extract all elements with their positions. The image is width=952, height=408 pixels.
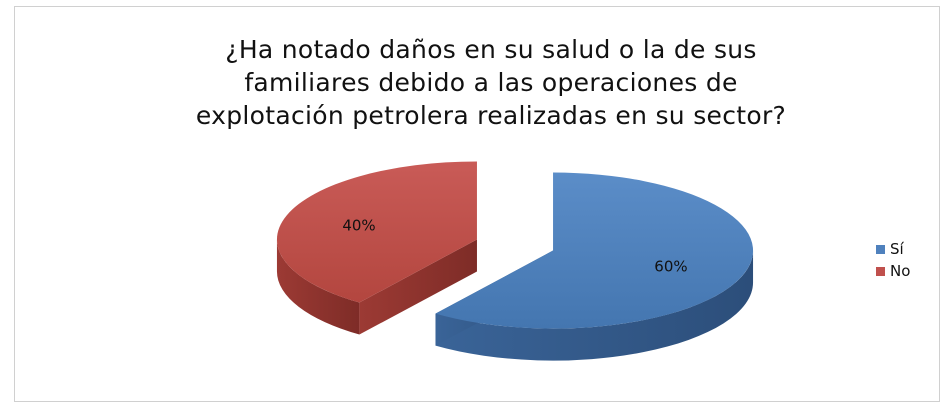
legend-item-no: No <box>876 260 910 282</box>
slice-no-wall <box>276 239 360 335</box>
title-line-1: ¿Ha notado daños en su salud o la de sus <box>225 35 757 64</box>
title-line-3: explotación petrolera realizadas en su s… <box>195 101 787 130</box>
title-line-2: familiares debido a las operaciones de <box>244 68 738 97</box>
slice-no <box>276 161 477 303</box>
chart-title: ¿Ha notado daños en su salud o la de sus… <box>55 33 927 132</box>
legend-swatch-si <box>876 244 885 254</box>
slice-si <box>435 172 754 329</box>
slice-no-edge-0 <box>359 239 477 335</box>
legend-item-si: Sí <box>876 238 910 260</box>
legend-label-no: No <box>890 262 911 280</box>
legend-label-si: Sí <box>890 240 904 258</box>
legend-swatch-no <box>876 266 885 276</box>
slice-si-wall <box>435 250 754 361</box>
slice-si-label: 60% <box>654 258 687 276</box>
legend: Sí No <box>876 238 910 282</box>
slice-no-label: 40% <box>342 216 375 234</box>
